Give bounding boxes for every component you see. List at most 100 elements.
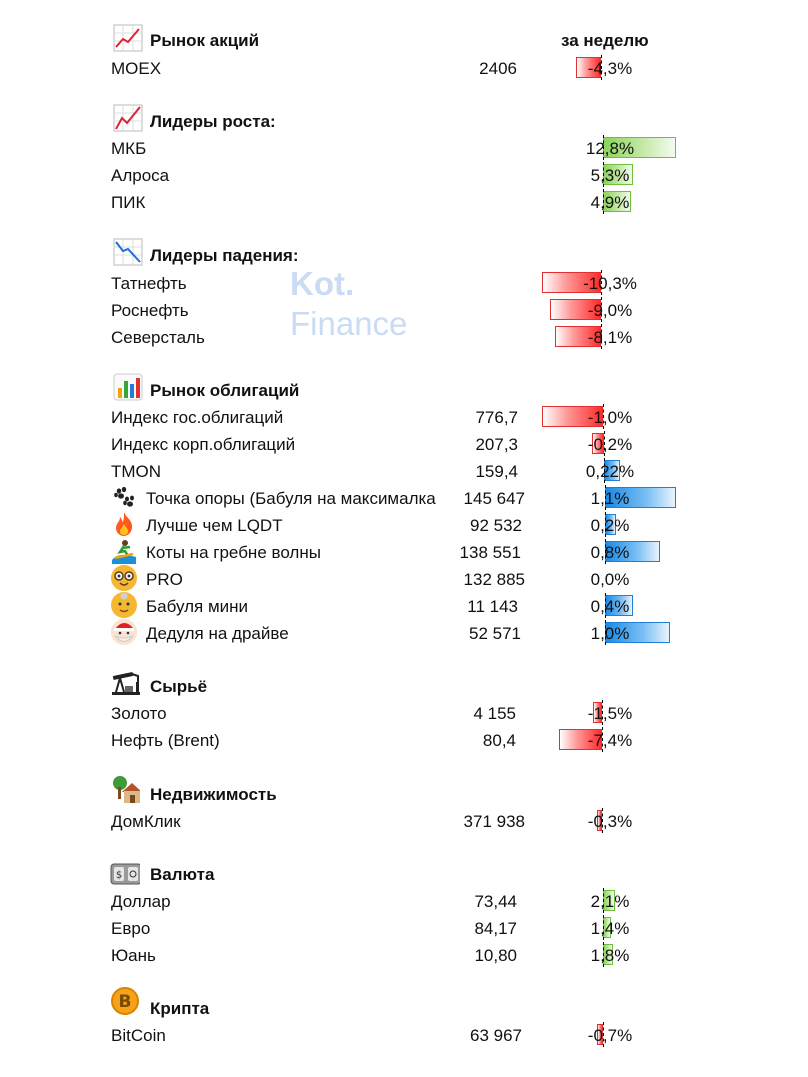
row-name: ПИК — [111, 193, 146, 212]
zero-axis-line — [605, 539, 606, 564]
row-name: Нефть (Brent) — [111, 731, 220, 750]
bar-chart-icon — [113, 373, 143, 401]
row-name: Доллар — [111, 892, 171, 911]
row-value: 207,3 — [475, 435, 518, 454]
row-name: TMON — [111, 462, 162, 481]
row-value: 11 143 — [467, 597, 518, 616]
svg-text:B: B — [119, 992, 132, 1012]
row-change-pct: 0,8% — [590, 543, 630, 562]
row-name: Дедуля на драйве — [146, 624, 289, 643]
zero-axis-line — [602, 808, 603, 833]
row-name: Коты на гребне волны — [146, 543, 321, 562]
zero-axis-line — [604, 458, 605, 483]
change-bar-negative — [597, 810, 602, 831]
change-bar-negative — [593, 702, 602, 723]
row-value: 132 885 — [463, 570, 525, 589]
change-bar-negative — [542, 272, 601, 293]
house-icon — [110, 776, 140, 804]
zero-axis-line — [605, 620, 606, 645]
row-name: BitCoin — [111, 1026, 166, 1045]
row-change-pct: 2,1% — [590, 892, 630, 911]
row-value: 10,80 — [474, 946, 517, 965]
section-title-losers: Лидеры падения: — [150, 246, 299, 265]
row-change-pct: 12,8% — [585, 139, 635, 158]
section-title-gainers: Лидеры роста: — [150, 112, 276, 131]
row-name: ДомКлик — [111, 812, 181, 831]
zero-axis-line — [601, 270, 602, 295]
row-change-pct: 5,3% — [590, 166, 630, 185]
section-title-stocks: Рынок акций — [150, 31, 260, 50]
row-change-pct: -0,2% — [587, 435, 633, 454]
row-change-pct: 0,0% — [590, 570, 630, 589]
row-name: Роснефть — [111, 301, 189, 320]
row-value: 52 571 — [469, 624, 521, 643]
section-title-currency: Валюта — [150, 865, 215, 884]
row-name: Татнефть — [111, 274, 187, 293]
row-value: 776,7 — [475, 408, 518, 427]
row-value: 138 551 — [459, 543, 521, 562]
zero-axis-line — [602, 727, 603, 752]
row-name: МКБ — [111, 139, 147, 158]
watermark-line-1: Kot. — [290, 265, 355, 302]
row-name: Алроса — [111, 166, 170, 185]
row-value: 145 647 — [463, 489, 525, 508]
zero-axis-line — [603, 189, 604, 214]
zero-axis-line — [605, 485, 606, 510]
nerd-face-icon — [111, 565, 137, 591]
zero-axis-line — [601, 297, 602, 322]
section-title-commodities: Сырьё — [150, 677, 208, 696]
zero-axis-line — [603, 915, 604, 940]
row-name: Индекс корп.облигаций — [111, 435, 296, 454]
zero-axis-line — [603, 1022, 604, 1047]
row-change-pct: -1,5% — [587, 704, 633, 723]
zero-axis-line — [603, 942, 604, 967]
row-name: Точка опоры (Бабуля на максималка — [146, 489, 436, 508]
zero-axis-line — [604, 431, 605, 456]
week-column-header: за неделю — [561, 31, 649, 50]
change-bar-negative — [542, 406, 603, 427]
row-name: Бабуля мини — [146, 597, 249, 616]
row-name: Лучше чем LQDT — [146, 516, 283, 535]
chart-up-icon — [113, 24, 143, 52]
watermark-line-2: Finance — [290, 305, 408, 342]
row-name: MOEX — [111, 59, 162, 78]
row-change-pct: 4,9% — [590, 193, 630, 212]
svg-text:$: $ — [116, 870, 122, 881]
chart-down-icon — [113, 238, 143, 266]
zero-axis-line — [603, 162, 604, 187]
row-change-pct: 0,22% — [585, 462, 635, 481]
section-title-realty: Недвижимость — [150, 785, 277, 804]
zero-axis-line — [602, 700, 603, 725]
change-bar-negative — [550, 299, 601, 320]
change-bar-negative — [576, 57, 601, 78]
row-change-pct: -4,3% — [587, 59, 633, 78]
zero-axis-line — [603, 888, 604, 913]
row-value: 84,17 — [474, 919, 517, 938]
section-title-bonds: Рынок облигаций — [150, 381, 300, 400]
row-name: Евро — [111, 919, 151, 938]
row-name: Индекс гос.облигаций — [111, 408, 284, 427]
row-change-pct: -8,1% — [587, 328, 633, 347]
chart-up-icon — [113, 104, 143, 132]
grandma-icon — [111, 592, 137, 618]
row-change-pct: -7,4% — [587, 731, 633, 750]
fire-icon — [111, 511, 137, 537]
row-value: 63 967 — [470, 1026, 522, 1045]
zero-axis-line — [601, 55, 602, 80]
row-value: 80,4 — [482, 731, 516, 750]
row-name: PRO — [146, 570, 183, 589]
change-bar-negative — [559, 729, 602, 750]
change-bar-negative — [592, 433, 604, 454]
row-change-pct: 0,2% — [590, 516, 630, 535]
change-bar-negative — [555, 326, 601, 347]
row-value: 73,44 — [474, 892, 517, 911]
row-change-pct: -1,0% — [587, 408, 633, 427]
row-value: 371 938 — [463, 812, 525, 831]
row-name: Золото — [111, 704, 167, 723]
oil-pump-icon — [110, 668, 140, 696]
row-change-pct: 1,1% — [590, 489, 630, 508]
change-bar-negative — [597, 1024, 603, 1045]
row-name: Северсталь — [111, 328, 205, 347]
santa-icon — [111, 619, 137, 645]
row-change-pct: -10,3% — [583, 274, 637, 293]
